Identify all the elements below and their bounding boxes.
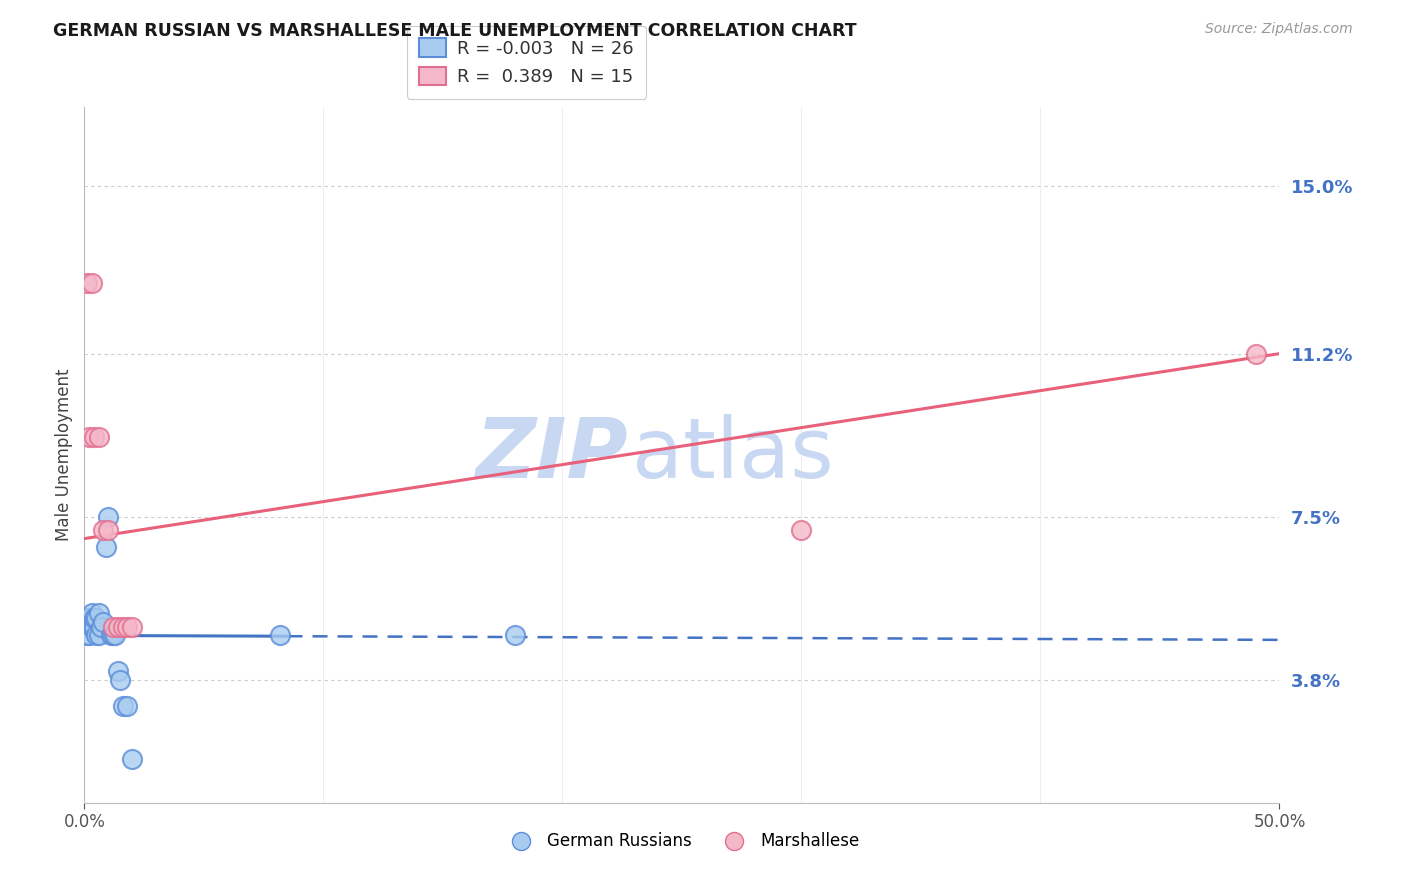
Text: ZIP: ZIP bbox=[475, 415, 628, 495]
Point bbox=[83, 430, 105, 444]
Y-axis label: Male Unemployment: Male Unemployment bbox=[55, 368, 73, 541]
Point bbox=[101, 620, 124, 634]
Point bbox=[83, 620, 105, 634]
Point bbox=[90, 620, 112, 634]
Point bbox=[93, 615, 115, 630]
Point bbox=[107, 664, 129, 678]
Point bbox=[87, 628, 110, 642]
Point bbox=[87, 607, 110, 621]
Text: Source: ZipAtlas.com: Source: ZipAtlas.com bbox=[1205, 22, 1353, 37]
Point bbox=[100, 628, 122, 642]
Point bbox=[117, 620, 139, 634]
Point bbox=[111, 698, 134, 713]
Point bbox=[80, 276, 103, 290]
Text: GERMAN RUSSIAN VS MARSHALLESE MALE UNEMPLOYMENT CORRELATION CHART: GERMAN RUSSIAN VS MARSHALLESE MALE UNEMP… bbox=[53, 22, 858, 40]
Point bbox=[97, 509, 120, 524]
Point bbox=[77, 430, 100, 444]
Point bbox=[111, 620, 134, 634]
Point bbox=[86, 628, 108, 642]
Point bbox=[503, 628, 526, 642]
Point bbox=[121, 620, 143, 634]
Point bbox=[97, 523, 120, 537]
Legend: German Russians, Marshallese: German Russians, Marshallese bbox=[498, 826, 866, 857]
Point bbox=[110, 673, 132, 687]
Point bbox=[76, 611, 98, 625]
Point bbox=[117, 698, 139, 713]
Point bbox=[104, 628, 127, 642]
Point bbox=[94, 541, 117, 555]
Point bbox=[76, 276, 98, 290]
Point bbox=[80, 620, 103, 634]
Point bbox=[93, 523, 115, 537]
Point bbox=[87, 430, 110, 444]
Point bbox=[76, 628, 98, 642]
Point bbox=[77, 628, 100, 642]
Point bbox=[269, 628, 291, 642]
Point bbox=[1244, 346, 1267, 360]
Point bbox=[83, 611, 105, 625]
Point bbox=[86, 611, 108, 625]
Point bbox=[121, 752, 143, 766]
Point bbox=[80, 607, 103, 621]
Text: atlas: atlas bbox=[631, 415, 834, 495]
Point bbox=[107, 620, 129, 634]
Point bbox=[101, 628, 124, 642]
Point bbox=[790, 523, 813, 537]
Point bbox=[77, 611, 100, 625]
